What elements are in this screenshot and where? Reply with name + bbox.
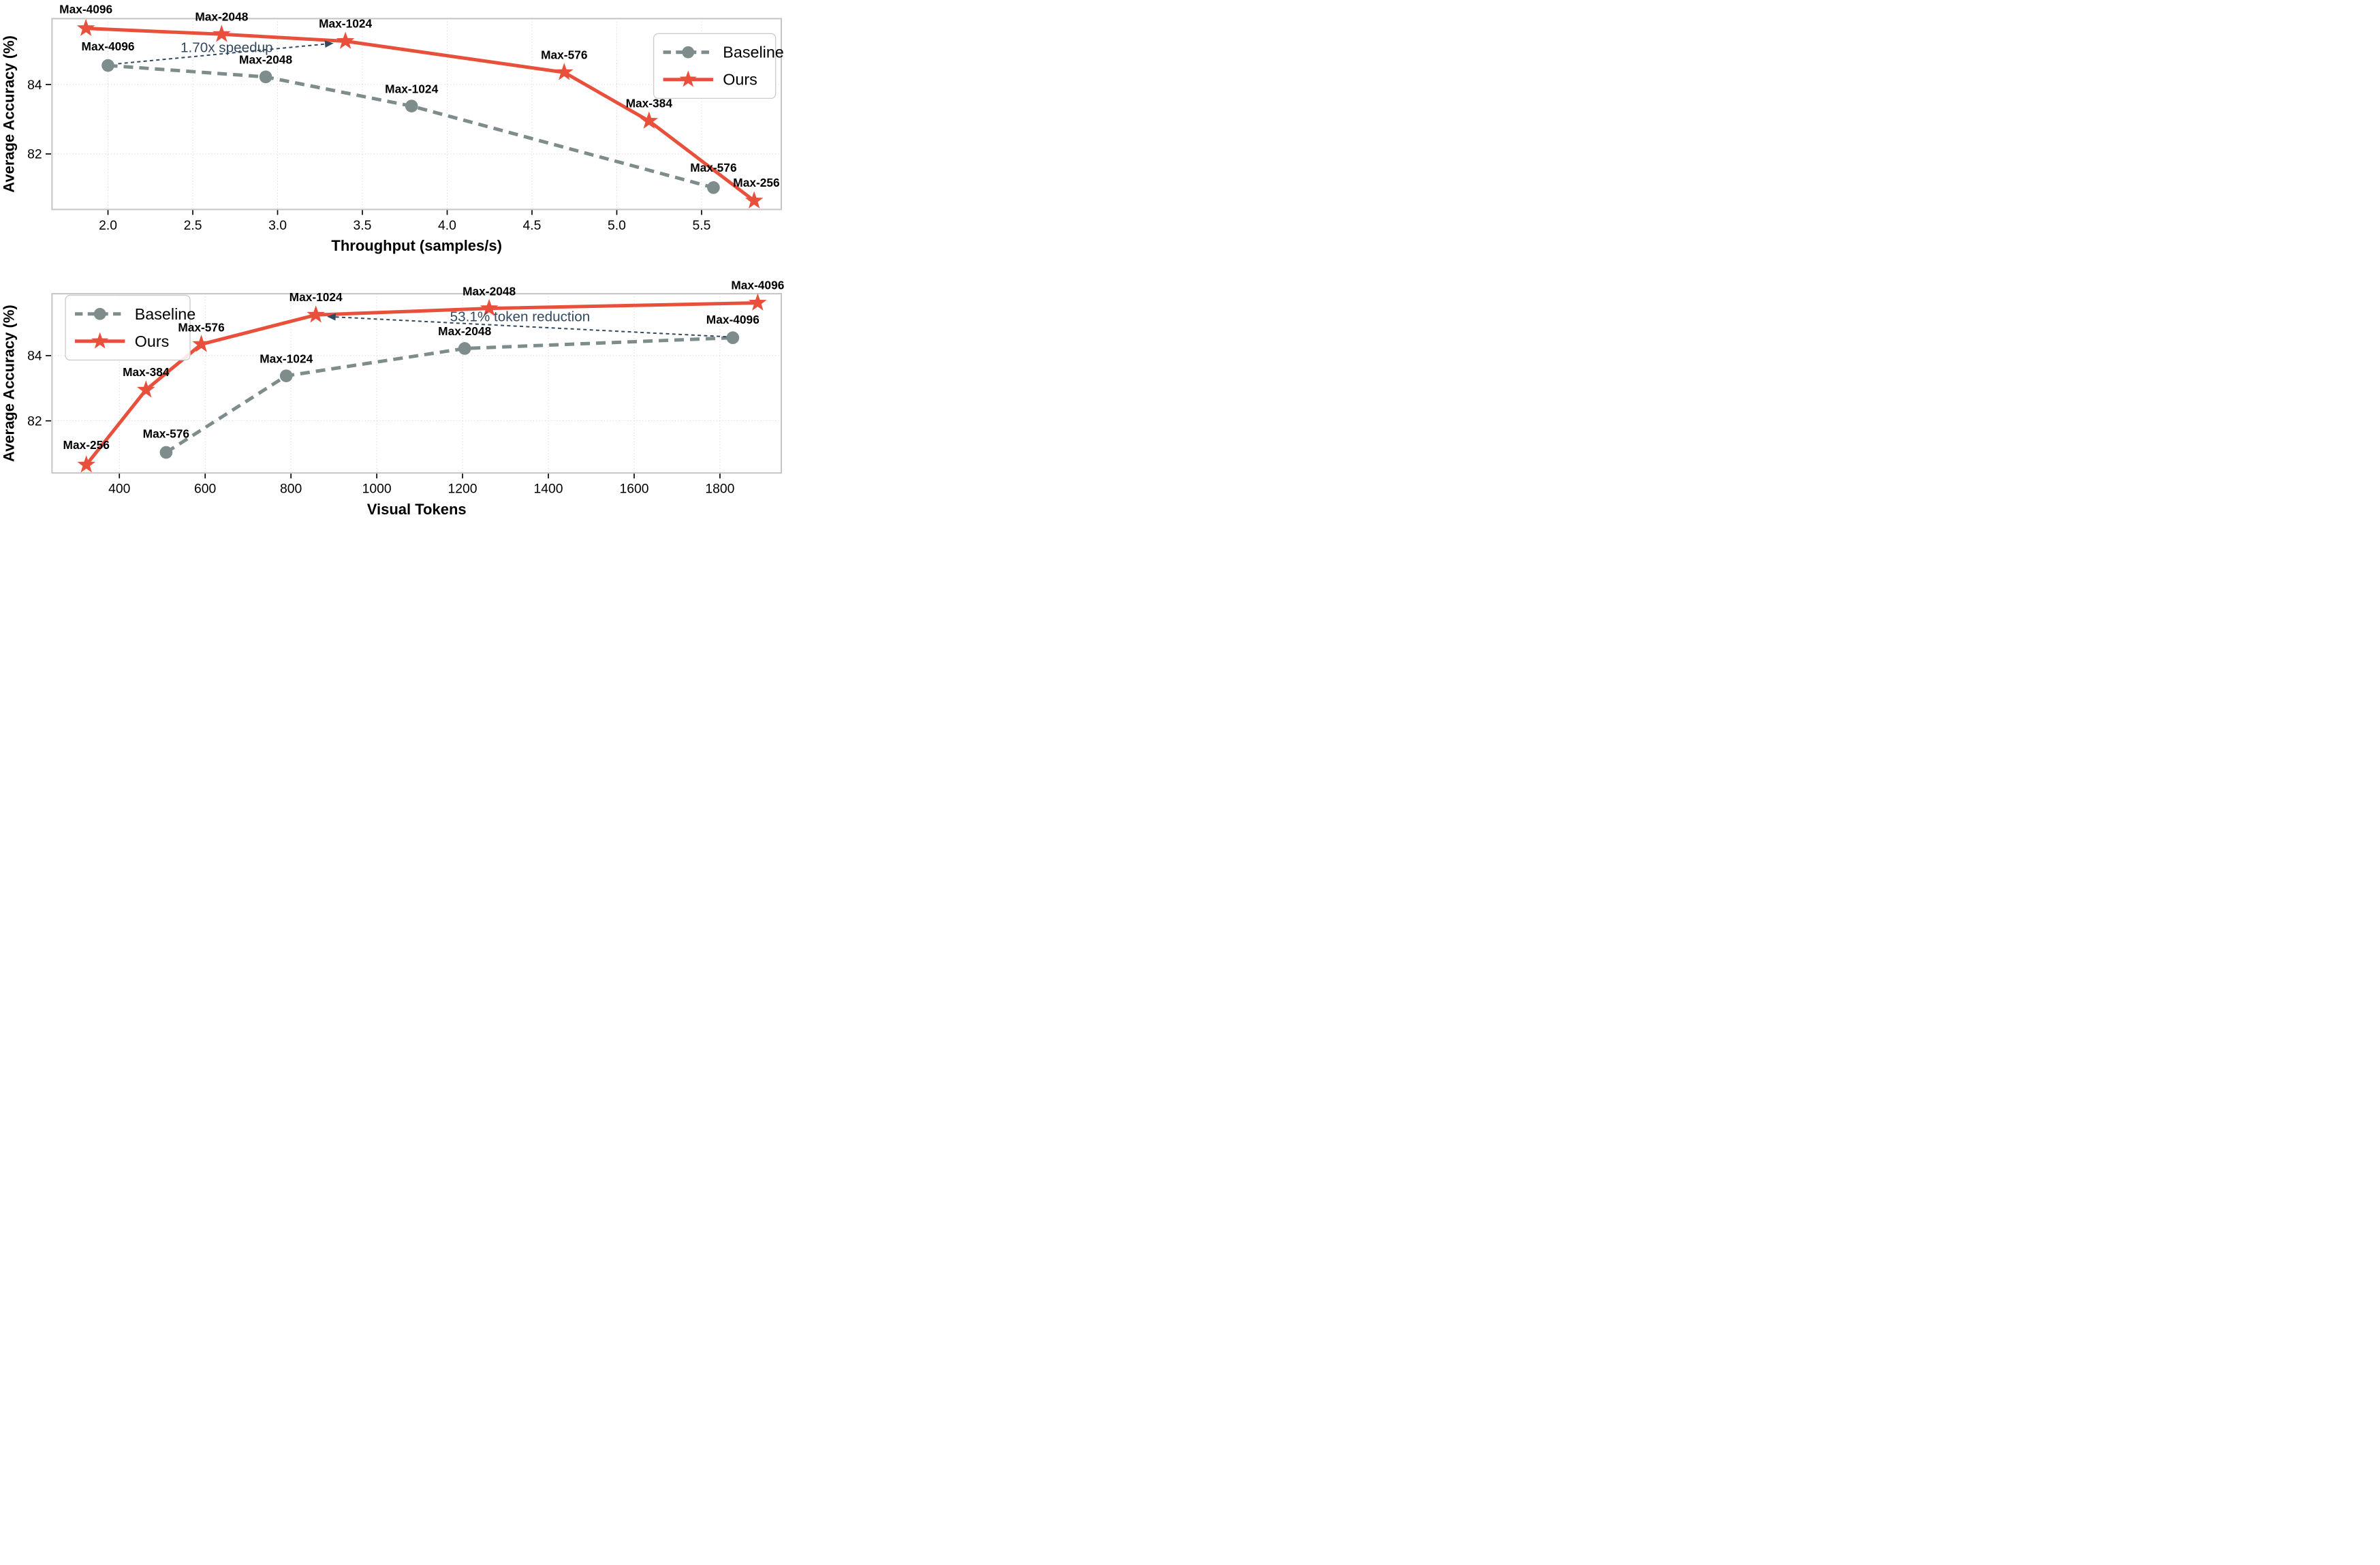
series-baseline-marker [259, 70, 272, 84]
point-label-max-1024: Max-1024 [385, 82, 438, 95]
x-tick-label: 3.0 [268, 219, 287, 233]
legend-label-ours: Ours [723, 71, 757, 89]
point-label-max-256: Max-256 [733, 176, 780, 189]
point-label-max-1024: Max-1024 [289, 290, 343, 304]
point-label-max-4096: Max-4096 [59, 3, 112, 16]
legend-label-ours: Ours [135, 332, 170, 350]
x-tick-label: 600 [194, 482, 216, 497]
series-baseline-marker [279, 369, 293, 382]
series-ours-line [84, 301, 758, 466]
annotation-arrow-line [332, 315, 727, 338]
point-label-max-2048: Max-2048 [195, 10, 248, 23]
x-axis-label: Visual Tokens [367, 501, 467, 518]
series-ours-marker [554, 63, 574, 80]
point-label-max-576: Max-576 [690, 161, 737, 174]
x-tick-label: 1600 [619, 482, 648, 497]
series-baseline-line [165, 336, 733, 454]
plot-border [51, 18, 782, 211]
x-tick-label: 1800 [705, 482, 734, 497]
x-tick-label: 2.5 [184, 219, 202, 233]
point-label-max-256: Max-256 [63, 438, 110, 452]
annotation-text: 1.70x speedup [181, 40, 273, 56]
series-ours-marker [192, 335, 210, 352]
point-label-max-1024: Max-1024 [319, 16, 372, 30]
series-ours-marker [336, 31, 355, 49]
legend-sample-marker-ours [679, 70, 697, 87]
series-baseline-marker [405, 99, 418, 113]
x-tick-label: 5.0 [608, 219, 626, 233]
y-tick-label: 84 [27, 78, 42, 93]
point-label-max-1024: Max-1024 [260, 352, 313, 365]
point-label-max-4096: Max-4096 [731, 279, 784, 292]
y-axis-label: Average Accuracy (%) [1, 305, 18, 462]
point-label-max-384: Max-384 [626, 97, 673, 110]
series-baseline-marker [458, 342, 471, 355]
series-baseline-marker [159, 446, 173, 459]
series-ours-marker [480, 298, 499, 316]
x-tick-label: 4.5 [523, 219, 542, 233]
x-tick-label: 1000 [362, 482, 392, 497]
x-tick-label: 1200 [448, 482, 477, 497]
series-ours-marker [640, 111, 659, 129]
point-label-max-4096: Max-4096 [82, 40, 135, 53]
series-baseline-line [108, 63, 715, 189]
accuracy-tradeoff-figure: 2.0 2.5 3.0 3.5 4.0 4.5 5.0 5.5 84 82 Throughput (… [0, 0, 794, 522]
x-tick-label: 5.5 [693, 219, 711, 233]
x-tick-label: 2.0 [99, 219, 117, 233]
legend-label-baseline: Baseline [135, 305, 196, 323]
series-ours-marker [307, 305, 326, 323]
series-baseline-marker [101, 59, 114, 72]
x-tick-label: 1400 [534, 482, 563, 497]
y-tick-label: 84 [27, 350, 42, 364]
series-ours-marker [213, 25, 231, 42]
x-tick-label: 3.5 [354, 219, 372, 233]
point-label-max-576: Max-576 [178, 321, 225, 335]
legend-sample-marker-ours [91, 332, 109, 349]
legend-sample-marker-baseline [93, 307, 106, 320]
plot-border [51, 293, 782, 474]
annotation-text: 53.1% token reduction [450, 309, 591, 324]
series-baseline-marker [707, 181, 720, 194]
series-ours-marker [76, 18, 95, 36]
y-tick-label: 82 [27, 414, 42, 429]
figure-container: 2.0 2.5 3.0 3.5 4.0 4.5 5.0 5.5 84 82 Throughput (… [0, 0, 794, 522]
point-label-max-576: Max-576 [143, 427, 190, 441]
point-label-max-2048: Max-2048 [463, 284, 516, 298]
x-tick-label: 800 [280, 482, 302, 497]
point-label-max-576: Max-576 [541, 48, 588, 61]
series-ours-line [86, 27, 755, 202]
y-axis-label: Average Accuracy (%) [1, 35, 18, 193]
point-label-max-2048: Max-2048 [239, 53, 292, 67]
point-label-max-384: Max-384 [123, 365, 170, 379]
y-tick-label: 82 [27, 148, 42, 162]
legend-label-baseline: Baseline [723, 44, 784, 61]
x-axis-label: Throughput (samples/s) [331, 237, 502, 254]
series-ours-marker [136, 380, 155, 398]
annotation-arrowhead [324, 40, 334, 48]
x-tick-label: 400 [108, 482, 130, 497]
series-ours-marker [77, 455, 96, 473]
annotation-arrowhead [327, 313, 336, 321]
series-baseline-marker [726, 331, 740, 345]
series-ours-marker [749, 293, 767, 311]
x-tick-label: 4.0 [438, 219, 456, 233]
legend-sample-marker-baseline [682, 46, 695, 59]
point-label-max-2048: Max-2048 [438, 324, 491, 338]
series-ours-marker [745, 191, 764, 209]
point-label-max-4096: Max-4096 [706, 313, 760, 326]
